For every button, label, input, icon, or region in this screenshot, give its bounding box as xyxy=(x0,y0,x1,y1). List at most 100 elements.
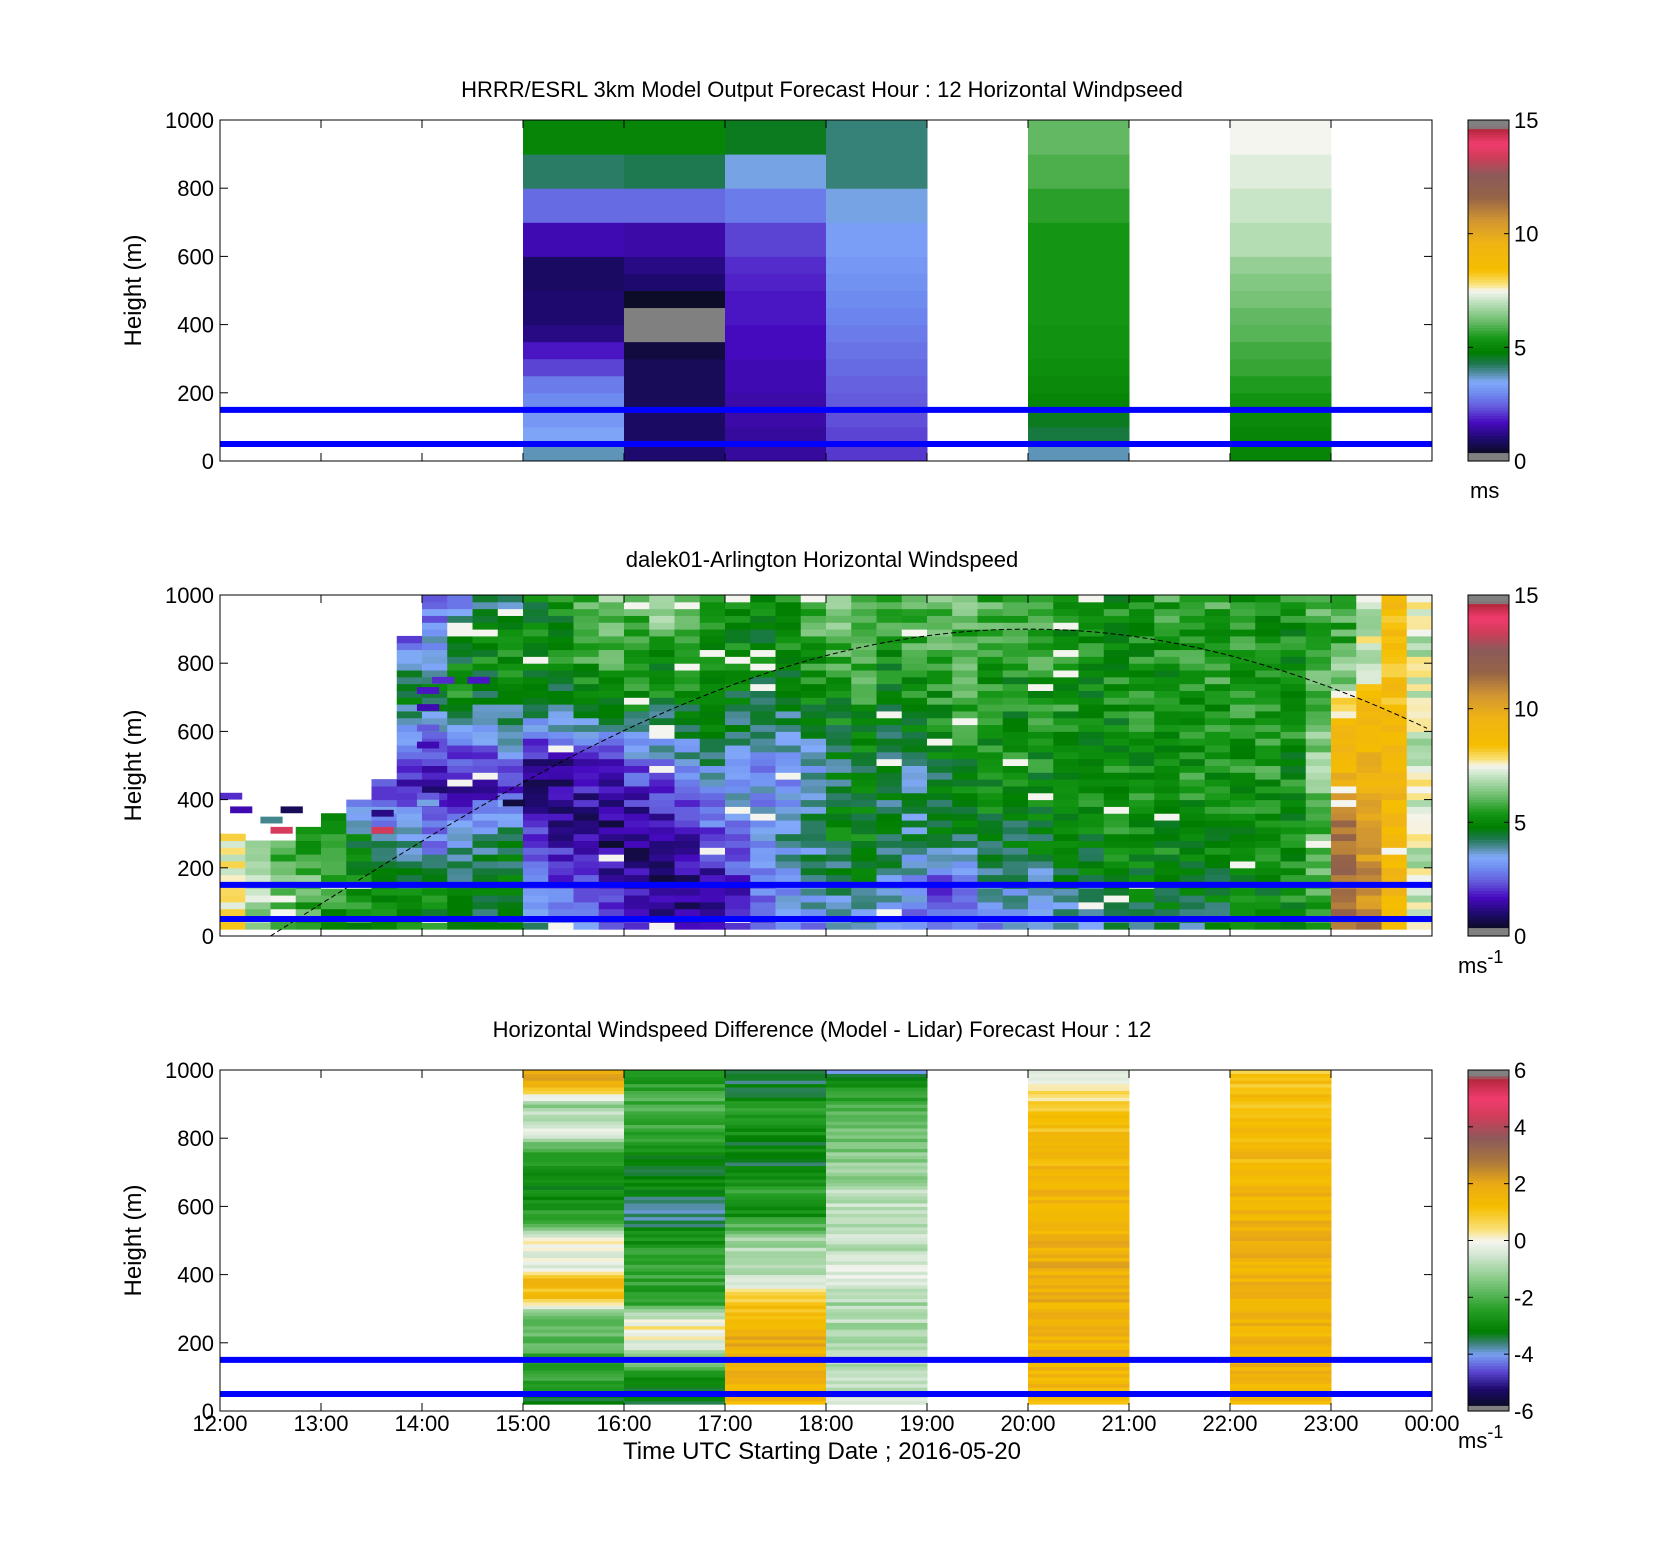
heatmap-cell xyxy=(523,341,625,360)
heatmap-cell xyxy=(1230,1267,1332,1272)
heatmap-cell xyxy=(1255,847,1281,855)
heatmap-cell xyxy=(952,629,978,637)
heatmap-cell xyxy=(472,908,499,917)
heatmap-cell xyxy=(1331,704,1357,712)
heatmap-cell xyxy=(598,758,625,766)
heatmap-cell xyxy=(901,635,928,644)
heatmap-cell xyxy=(624,690,650,698)
heatmap-cell xyxy=(1154,615,1180,623)
heatmap-cell xyxy=(1129,622,1155,630)
colorbar-swatch xyxy=(1468,361,1509,365)
heatmap-cell xyxy=(1356,683,1382,691)
colorbar-swatch xyxy=(1468,176,1509,181)
heatmap-cell xyxy=(775,922,802,930)
heatmap-cell xyxy=(422,670,448,678)
heatmap-cell xyxy=(1230,1138,1332,1143)
heatmap-cell xyxy=(1230,1291,1332,1296)
heatmap-cell xyxy=(624,731,650,739)
heatmap-cell xyxy=(1028,1213,1130,1218)
colorbar-swatch xyxy=(1468,657,1509,661)
heatmap-cell xyxy=(1028,704,1054,712)
heatmap-cell xyxy=(1305,731,1332,739)
colorbar-swatch xyxy=(1468,128,1509,132)
heatmap-cell xyxy=(952,595,978,603)
heatmap-cell xyxy=(1255,683,1281,691)
heatmap-cell xyxy=(725,670,751,678)
heatmap-cell xyxy=(523,375,625,394)
heatmap-cell xyxy=(1078,676,1105,685)
heatmap-cell xyxy=(548,833,574,842)
heatmap-cell xyxy=(1078,785,1105,794)
heatmap-cell xyxy=(220,840,246,848)
heatmap-cell xyxy=(952,608,978,616)
heatmap-cell xyxy=(851,717,877,726)
heatmap-cell xyxy=(624,1226,726,1231)
heatmap-cell xyxy=(270,847,297,855)
heatmap-cell xyxy=(1255,813,1281,821)
heatmap-cell xyxy=(1230,683,1256,691)
heatmap-cell xyxy=(1230,697,1256,705)
heatmap-cell xyxy=(977,826,1004,835)
colorbar-swatch xyxy=(1468,1362,1509,1367)
heatmap-cell xyxy=(725,1264,827,1269)
heatmap-cell xyxy=(1028,1179,1130,1184)
heatmap-cell xyxy=(826,1346,928,1351)
colorbar-swatch xyxy=(1468,279,1509,283)
heatmap-cell xyxy=(1230,1335,1332,1340)
heatmap-cell xyxy=(1129,847,1155,855)
heatmap-cell xyxy=(674,629,701,637)
heatmap-cell xyxy=(1002,608,1029,616)
heatmap-cell xyxy=(1179,820,1206,828)
heatmap-cell xyxy=(927,663,953,671)
heatmap-cell xyxy=(497,704,524,712)
heatmap-cell xyxy=(1028,1196,1130,1201)
heatmap-cell xyxy=(270,860,297,869)
heatmap-cell xyxy=(598,908,625,917)
heatmap-cell xyxy=(598,779,625,787)
colorbar-swatch xyxy=(1468,222,1509,226)
heatmap-cell xyxy=(422,833,448,842)
heatmap-cell xyxy=(1305,724,1332,732)
heatmap-cell xyxy=(624,1087,726,1091)
heatmap-cell xyxy=(548,799,574,807)
heatmap-cell xyxy=(1406,847,1433,855)
heatmap-cell xyxy=(624,615,650,623)
heatmap-cell xyxy=(1028,1267,1130,1272)
heatmap-cell xyxy=(1305,826,1332,835)
heatmap-cell xyxy=(497,622,524,630)
heatmap-cell xyxy=(573,697,600,705)
heatmap-cell xyxy=(624,1329,726,1334)
heatmap-cell xyxy=(523,860,549,869)
panel-difference-title: Horizontal Windspeed Difference (Model -… xyxy=(493,1017,1152,1042)
heatmap-cell xyxy=(523,1376,625,1381)
heatmap-cell xyxy=(1028,772,1054,780)
heatmap-cell xyxy=(826,622,852,630)
heatmap-cell xyxy=(396,922,423,930)
heatmap-cell xyxy=(1179,717,1206,726)
heatmap-cell xyxy=(649,622,675,630)
heatmap-cell xyxy=(548,663,574,671)
colorbar-swatch xyxy=(1468,648,1509,653)
colorbar-tick-label: 5 xyxy=(1514,335,1526,360)
heatmap-cell xyxy=(1280,840,1307,848)
heatmap-cell xyxy=(371,820,398,828)
heatmap-cell xyxy=(523,1199,625,1204)
heatmap-cell xyxy=(674,615,701,623)
heatmap-cell xyxy=(1078,738,1105,746)
heatmap-cell xyxy=(952,813,978,821)
heatmap-cell xyxy=(1381,772,1408,780)
heatmap-cell xyxy=(725,1141,827,1146)
heatmap-cell xyxy=(725,1346,827,1351)
heatmap-cell xyxy=(1028,779,1054,787)
heatmap-cell xyxy=(699,635,726,644)
heatmap-cell xyxy=(851,745,877,753)
heatmap-cell xyxy=(472,697,499,705)
heatmap-cell xyxy=(548,717,574,726)
heatmap-cell xyxy=(927,847,953,855)
heatmap-cell xyxy=(977,888,1004,896)
heatmap-cell xyxy=(927,656,953,664)
heatmap-cell xyxy=(851,601,877,610)
heatmap-cell xyxy=(573,601,600,610)
heatmap-cell xyxy=(467,676,490,684)
heatmap-cell xyxy=(1028,1308,1130,1313)
